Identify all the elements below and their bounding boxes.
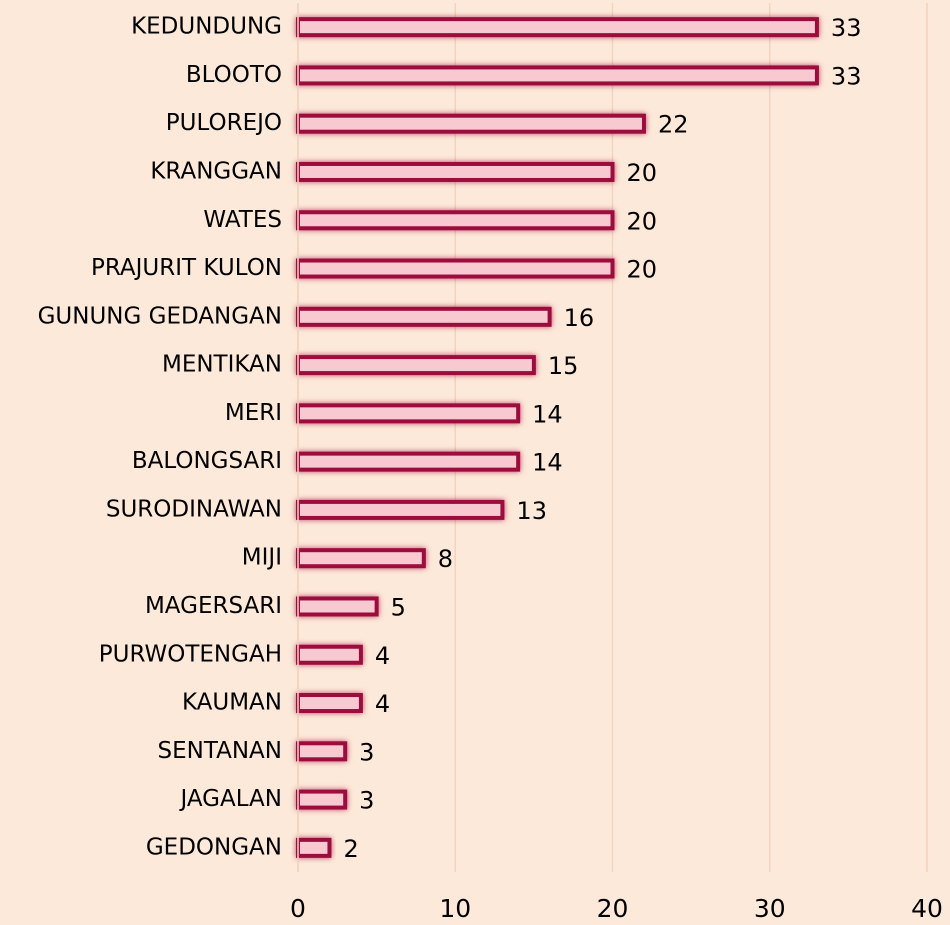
y-tick-label: PULOREJO	[166, 110, 282, 136]
x-tick-label: 40	[911, 894, 943, 923]
bar	[296, 355, 536, 376]
value-label: 33	[831, 14, 862, 42]
y-tick-label: SENTANAN	[158, 738, 282, 764]
bar	[296, 113, 646, 134]
y-tick-label: BALONGSARI	[132, 448, 282, 474]
value-label: 15	[548, 352, 579, 380]
value-label: 16	[564, 304, 595, 332]
bar	[296, 644, 363, 665]
y-tick-label: PURWOTENGAH	[99, 641, 282, 667]
y-tick-label: WATES	[203, 207, 282, 233]
bar	[296, 17, 819, 38]
bar	[296, 548, 426, 569]
bar	[296, 596, 379, 617]
bar	[296, 161, 615, 182]
value-label: 33	[831, 62, 862, 90]
y-tick-label: PRAJURIT KULON	[91, 255, 282, 281]
value-label: 3	[359, 787, 374, 815]
y-tick-label: BLOOTO	[186, 62, 282, 88]
value-label: 5	[391, 593, 406, 621]
bar	[296, 306, 552, 327]
x-tick-label: 10	[439, 894, 471, 923]
bar	[296, 693, 363, 714]
x-tick-label: 20	[597, 894, 629, 923]
y-tick-label: GEDONGAN	[146, 834, 282, 860]
y-tick-label: MERI	[225, 400, 282, 426]
bar	[296, 741, 348, 762]
y-tick-label: MENTIKAN	[162, 352, 282, 378]
y-tick-label: JAGALAN	[178, 786, 282, 812]
y-tick-label: KEDUNDUNG	[131, 14, 282, 40]
value-label: 2	[343, 835, 358, 863]
value-label: 14	[532, 449, 563, 477]
bar	[296, 65, 819, 86]
y-tick-label: KAUMAN	[182, 690, 282, 716]
bar	[296, 837, 332, 858]
value-label: 4	[375, 642, 390, 670]
value-label: 3	[359, 738, 374, 766]
value-label: 20	[627, 207, 658, 235]
bar	[296, 258, 615, 279]
value-label: 22	[658, 111, 689, 139]
value-label: 13	[516, 497, 547, 525]
y-tick-label: KRANGGAN	[150, 158, 282, 184]
bar	[296, 210, 615, 231]
y-tick-label: SURODINAWAN	[106, 496, 282, 522]
x-tick-label: 0	[290, 894, 306, 923]
y-tick-label: GUNUNG GEDANGAN	[38, 303, 282, 329]
bar	[296, 451, 521, 472]
y-tick-label: MIJI	[242, 545, 282, 571]
value-label: 14	[532, 400, 563, 428]
value-label: 20	[627, 159, 658, 187]
x-tick-label: 30	[754, 894, 786, 923]
bar	[296, 789, 348, 810]
value-label: 4	[375, 690, 390, 718]
value-label: 20	[627, 256, 658, 284]
bar	[296, 403, 521, 424]
bar	[296, 499, 505, 520]
y-tick-label: MAGERSARI	[145, 593, 282, 619]
value-label: 8	[438, 545, 453, 573]
